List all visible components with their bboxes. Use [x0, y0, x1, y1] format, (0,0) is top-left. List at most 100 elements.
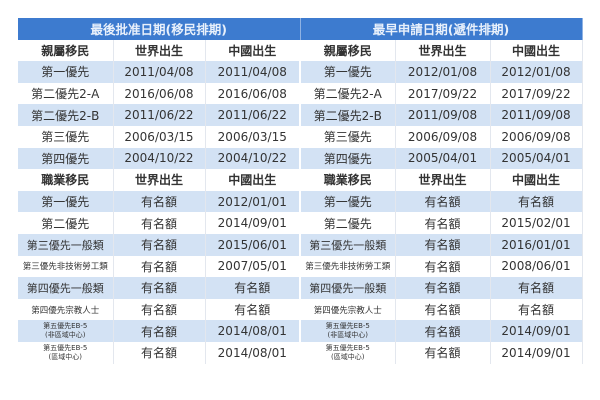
china-date-cell: 2004/10/22	[205, 147, 302, 170]
china-date-cell: 2016/01/01	[490, 233, 583, 256]
dates-for-filing-header: 最早申請日期(遞件排期)	[300, 18, 583, 40]
china-date-cell: 2014/09/01	[490, 341, 583, 364]
china-date-cell: 有名額	[205, 298, 302, 321]
china-date-cell: 2017/09/22	[490, 82, 583, 105]
worldwide-date-cell: 有名額	[113, 277, 206, 299]
category-cell: 第三優先非技術勞工類	[300, 255, 396, 278]
category-cell: 第二優先2-A	[300, 82, 396, 105]
china-date-cell: 2006/09/08	[490, 125, 583, 148]
category-cell: 第三優先	[18, 125, 114, 148]
worldwide-date-cell: 有名額	[113, 255, 206, 278]
column-header: 親屬移民	[300, 39, 396, 62]
table-row: 第一優先 有名額 2012/01/01 第一優先 有名額 有名額	[18, 190, 583, 213]
visa-bulletin-table: 最後批准日期(移民排期) 最早申請日期(遞件排期) 親屬移民 世界出生 中國出生 親屬…	[18, 18, 583, 364]
worldwide-date-cell: 2017/09/22	[395, 82, 491, 105]
worldwide-date-cell: 有名額	[113, 233, 206, 256]
category-cell: 第五優先EB-5 (非區域中心)	[300, 320, 396, 342]
worldwide-date-cell: 有名額	[395, 341, 491, 364]
category-cell: 第四優先宗教人士	[18, 298, 114, 321]
category-cell: 第一優先	[300, 61, 396, 83]
worldwide-date-cell: 2011/06/22	[113, 104, 206, 126]
table-row: 第五優先EB-5 (非區域中心) 有名額 2014/08/01 第五優先EB-5 (非區域…	[18, 320, 583, 342]
worldwide-date-cell: 有名額	[395, 298, 491, 321]
china-date-cell: 有名額	[205, 277, 302, 299]
table-row: 第二優先 有名額 2014/09/01 第二優先 有名額 2015/02/01	[18, 212, 583, 234]
category-cell: 第四優先一般類	[300, 277, 396, 299]
column-header: 世界出生	[113, 169, 206, 191]
china-date-cell: 有名額	[490, 190, 583, 213]
worldwide-date-cell: 2005/04/01	[395, 147, 491, 170]
table-row: 第二優先2-B 2011/06/22 2011/06/22 第二優先2-B 2011/0…	[18, 104, 583, 126]
worldwide-date-cell: 2004/10/22	[113, 147, 206, 170]
category-cell: 第四優先	[300, 147, 396, 170]
category-cell: 第二優先	[300, 212, 396, 234]
worldwide-date-cell: 有名額	[113, 298, 206, 321]
category-cell: 第五優先EB-5 (區域中心)	[300, 341, 396, 364]
worldwide-date-cell: 2011/09/08	[395, 104, 491, 126]
china-date-cell: 有名額	[490, 277, 583, 299]
table-row: 第四優先宗教人士 有名額 有名額 第四優先宗教人士 有名額 有名額	[18, 298, 583, 321]
table-row: 第一優先 2011/04/08 2011/04/08 第一優先 2012/01/08 20…	[18, 61, 583, 83]
table-row: 第五優先EB-5 (區域中心) 有名額 2014/08/01 第五優先EB-5 (區域中心…	[18, 341, 583, 364]
china-date-cell: 有名額	[490, 298, 583, 321]
category-cell: 第二優先2-A	[18, 82, 114, 105]
china-date-cell: 2007/05/01	[205, 255, 302, 278]
category-cell: 第一優先	[18, 61, 114, 83]
china-date-cell: 2011/04/08	[205, 61, 302, 83]
column-header: 職業移民	[300, 169, 396, 191]
column-header: 中國出生	[490, 39, 583, 62]
worldwide-date-cell: 2006/03/15	[113, 125, 206, 148]
worldwide-date-cell: 有名額	[395, 255, 491, 278]
china-date-cell: 2014/09/01	[205, 212, 302, 234]
worldwide-date-cell: 有名額	[395, 212, 491, 234]
category-header-row: 親屬移民 世界出生 中國出生 親屬移民 世界出生 中國出生	[18, 39, 583, 62]
table-row: 第二優先2-A 2016/06/08 2016/06/08 第二優先2-A 2017/0…	[18, 82, 583, 105]
column-header: 中國出生	[490, 169, 583, 191]
category-cell: 第五優先EB-5 (區域中心)	[18, 341, 114, 364]
column-header: 世界出生	[395, 169, 491, 191]
category-cell: 第五優先EB-5 (非區域中心)	[18, 320, 114, 342]
category-cell: 第二優先2-B	[300, 104, 396, 126]
worldwide-date-cell: 有名額	[113, 320, 206, 342]
final-action-dates-header: 最後批准日期(移民排期)	[18, 18, 301, 40]
category-cell: 第四優先	[18, 147, 114, 170]
china-date-cell: 2008/06/01	[490, 255, 583, 278]
china-date-cell: 2014/08/01	[205, 320, 302, 342]
worldwide-date-cell: 有名額	[113, 190, 206, 213]
worldwide-date-cell: 有名額	[395, 233, 491, 256]
worldwide-date-cell: 2011/04/08	[113, 61, 206, 83]
china-date-cell: 2014/08/01	[205, 341, 302, 364]
china-date-cell: 2015/02/01	[490, 212, 583, 234]
category-cell: 第三優先一般類	[300, 233, 396, 256]
worldwide-date-cell: 有名額	[395, 277, 491, 299]
category-cell: 第一優先	[18, 190, 114, 213]
worldwide-date-cell: 有名額	[395, 190, 491, 213]
category-cell: 第一優先	[300, 190, 396, 213]
table-row: 第三優先非技術勞工類 有名額 2007/05/01 第三優先非技術勞工類 有名額 2008…	[18, 255, 583, 278]
column-header: 中國出生	[205, 39, 302, 62]
china-date-cell: 2016/06/08	[205, 82, 302, 105]
china-date-cell: 2012/01/01	[205, 190, 302, 213]
table-row: 第三優先 2006/03/15 2006/03/15 第三優先 2006/09/08 20…	[18, 125, 583, 148]
china-date-cell: 2011/09/08	[490, 104, 583, 126]
worldwide-date-cell: 有名額	[395, 320, 491, 342]
column-header: 世界出生	[113, 39, 206, 62]
china-date-cell: 2005/04/01	[490, 147, 583, 170]
category-cell: 第三優先	[300, 125, 396, 148]
worldwide-date-cell: 有名額	[113, 212, 206, 234]
worldwide-date-cell: 2016/06/08	[113, 82, 206, 105]
category-cell: 第三優先非技術勞工類	[18, 255, 114, 278]
category-cell: 第三優先一般類	[18, 233, 114, 256]
table-row: 第四優先 2004/10/22 2004/10/22 第四優先 2005/04/01 20…	[18, 147, 583, 170]
table-row: 第四優先一般類 有名額 有名額 第四優先一般類 有名額 有名額	[18, 277, 583, 299]
table-row: 第三優先一般類 有名額 2015/06/01 第三優先一般類 有名額 2016/01/01	[18, 233, 583, 256]
china-date-cell: 2015/06/01	[205, 233, 302, 256]
section-header-row: 最後批准日期(移民排期) 最早申請日期(遞件排期)	[18, 18, 583, 40]
category-cell: 第二優先	[18, 212, 114, 234]
china-date-cell: 2011/06/22	[205, 104, 302, 126]
china-date-cell: 2014/09/01	[490, 320, 583, 342]
column-header: 世界出生	[395, 39, 491, 62]
category-cell: 第四優先宗教人士	[300, 298, 396, 321]
china-date-cell: 2012/01/08	[490, 61, 583, 83]
column-header: 職業移民	[18, 169, 114, 191]
